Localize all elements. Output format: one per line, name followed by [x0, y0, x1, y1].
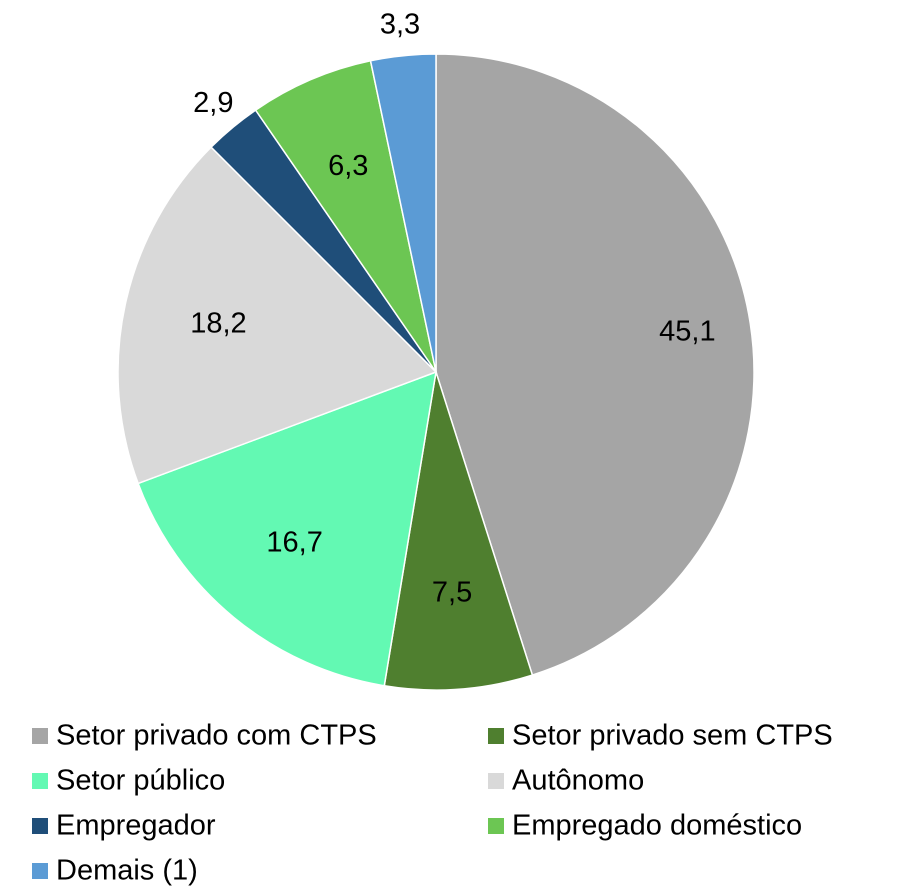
- pie-slice: [137, 370, 437, 687]
- data-label: 7,5: [432, 577, 472, 609]
- data-label: 16,7: [266, 527, 322, 559]
- data-label: 3,3: [380, 9, 420, 41]
- legend-label: Empregado doméstico: [512, 810, 802, 842]
- pie-slice: [254, 59, 437, 373]
- legend-swatch: [32, 773, 48, 789]
- legend-swatch: [32, 863, 48, 879]
- legend-swatch: [488, 818, 504, 834]
- legend-label: Setor privado sem CTPS: [512, 720, 833, 752]
- data-label: 45,1: [659, 316, 715, 348]
- data-label: 6,3: [328, 150, 368, 182]
- legend-label: Empregador: [56, 810, 216, 842]
- pie-slice: [369, 53, 437, 373]
- legend-label: Autônomo: [512, 765, 644, 797]
- data-label: 2,9: [193, 87, 233, 119]
- pie-slice: [435, 53, 755, 676]
- pie-slice: [383, 371, 534, 691]
- legend-swatch: [32, 728, 48, 744]
- legend-swatch: [488, 728, 504, 744]
- legend-swatch: [32, 818, 48, 834]
- legend-label: Demais (1): [56, 855, 198, 887]
- legend-swatch: [488, 773, 504, 789]
- data-label: 18,2: [190, 307, 246, 339]
- pie-slice: [117, 146, 438, 485]
- legend-label: Setor público: [56, 765, 225, 797]
- legend-label: Setor privado com CTPS: [56, 720, 377, 752]
